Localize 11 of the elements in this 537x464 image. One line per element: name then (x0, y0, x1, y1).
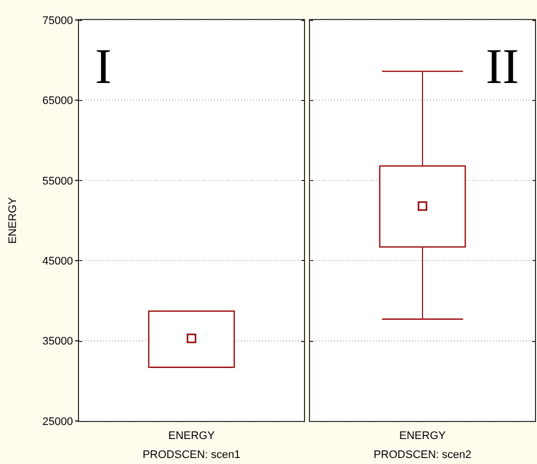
y-tick-label: 25000 (42, 416, 73, 428)
x-tick-label: ENERGY PRODSCEN: scen1 (142, 430, 240, 461)
y-tick-label: 55000 (42, 175, 73, 188)
y-tick-label: 75000 (42, 14, 73, 27)
y-axis-title: ENERGY (7, 196, 19, 244)
y-tick-label: 45000 (42, 255, 73, 268)
y-tick-label: 65000 (42, 95, 73, 108)
x-tick-label: ENERGY PRODSCEN: scen2 (374, 430, 472, 461)
annotation: I (95, 38, 112, 94)
annotation: II (486, 38, 519, 94)
y-tick-label: 35000 (42, 336, 73, 348)
